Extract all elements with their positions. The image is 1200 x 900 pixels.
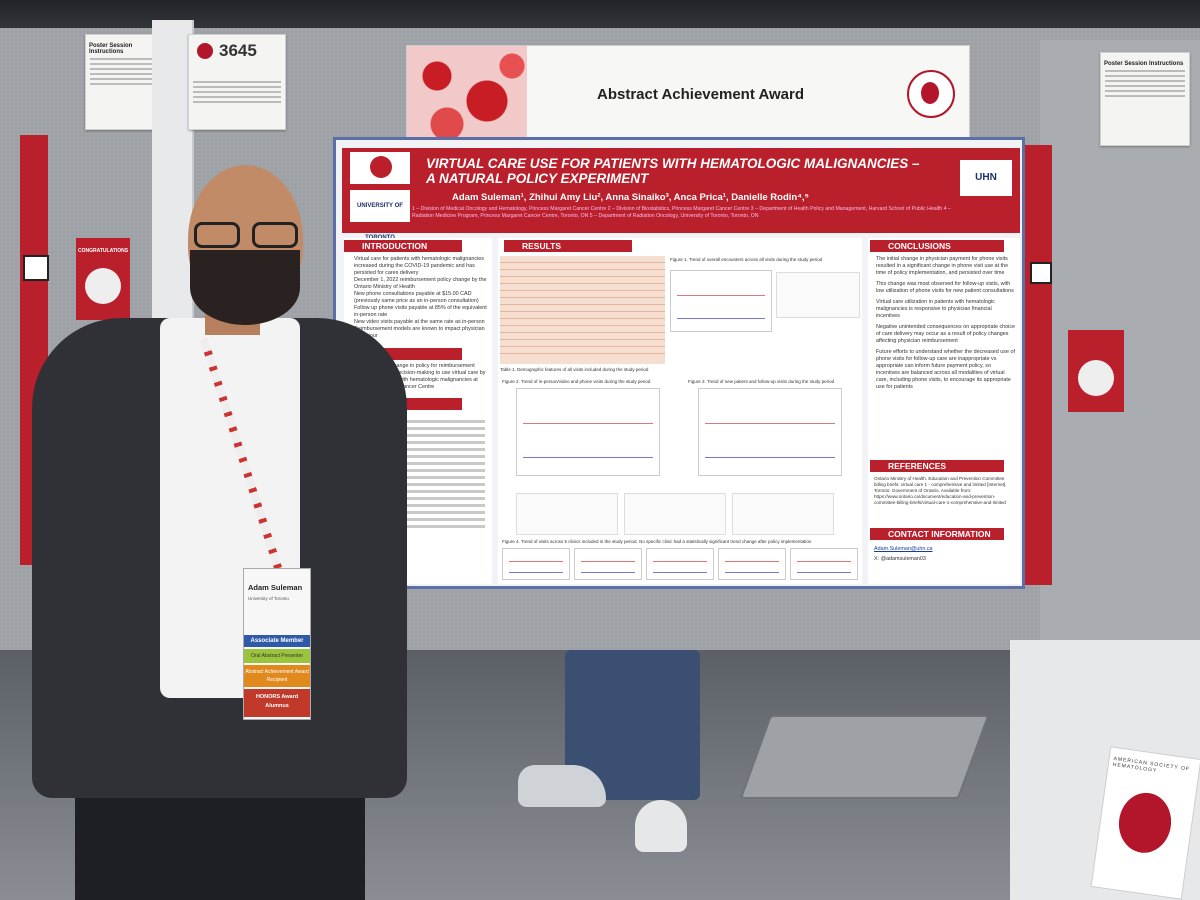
- qr-code-icon: [23, 255, 49, 281]
- ash-sign-text: AMERICAN SOCIETY OF HEMATOLOGY: [1112, 755, 1191, 775]
- poster-title: VIRTUAL CARE USE FOR PATIENTS WITH HEMAT…: [426, 156, 920, 186]
- intro-bullet: Virtual care for patients with hematolog…: [354, 256, 484, 276]
- conclusion-bullet: Future efforts to understand whether the…: [876, 349, 1015, 390]
- sneaker-left: [518, 765, 606, 807]
- figure4-chart: [574, 548, 642, 580]
- table1-caption: Table 1. Demographic features of all vis…: [500, 367, 649, 372]
- intro-bullet: Follow up phone visits payable at 85% of…: [354, 305, 487, 318]
- session-instructions-right: Poster Session Instructions: [1100, 52, 1190, 146]
- poster-affiliations: 1 – Division of Medical Oncology and Hem…: [412, 206, 951, 219]
- badge-associate-ribbon: Associate Member: [244, 635, 310, 647]
- references-body: Ontario Ministry of Health. Education an…: [874, 476, 1007, 505]
- congratulations-text: CONGRATULATIONS: [78, 248, 129, 254]
- introduction-heading: INTRODUCTION: [344, 240, 462, 252]
- contact-heading: CONTACT INFORMATION: [870, 528, 1004, 540]
- poster-authors: Adam Suleman¹, Zhihui Amy Liu², Anna Sin…: [452, 192, 810, 203]
- model-table-2: [624, 493, 726, 535]
- glasses-icon: [192, 222, 302, 248]
- badge-abstract-ribbon: Abstract Achievement Award Recipient: [244, 665, 310, 687]
- ash-logo-icon: [350, 152, 410, 184]
- badge-oral-ribbon: Oral Abstract Presenter: [244, 649, 310, 663]
- uhn-logo: UHN: [960, 160, 1012, 196]
- conclusions-body: The initial change in physician payment …: [876, 256, 1016, 391]
- demographics-table: [500, 256, 665, 364]
- fig2-caption: Figure 2. Trend of in-person/video and p…: [502, 379, 651, 384]
- methods-body: [354, 416, 488, 532]
- fig1-caption: Figure 1. Trend of overall encounters ac…: [670, 257, 823, 262]
- blood-cells-graphic: [407, 46, 527, 138]
- figure1-table: [776, 272, 860, 318]
- session-instructions-left-title: Poster Session Instructions: [89, 43, 133, 55]
- figure4-chart: [718, 548, 786, 580]
- model-table-3: [732, 493, 834, 535]
- ash-logo-icon: [1115, 789, 1175, 857]
- ash-stand-sign: AMERICAN SOCIETY OF HEMATOLOGY: [1090, 746, 1200, 900]
- research-poster: UNIVERSITY OF TORONTO VIRTUAL CARE USE F…: [333, 137, 1025, 589]
- contact-x: X: @adamsuleman03: [874, 556, 926, 562]
- intro-bullet: New phone consultations payable at $15.0…: [354, 291, 479, 304]
- figure3-chart: [698, 388, 842, 476]
- conclusion-bullet: Negative unintended consequences on appr…: [876, 324, 1016, 344]
- model-table-1: [516, 493, 618, 535]
- intro-bullet: December 1, 2022 reimbursement policy ch…: [354, 277, 487, 290]
- poster-column-right: CONCLUSIONS The initial change in physic…: [868, 238, 1020, 584]
- session-instructions-left: Poster Session Instructions: [85, 34, 159, 130]
- ash-logo-icon: [197, 43, 213, 59]
- badge-honors-ribbon: HONORS Award Alumnus: [244, 689, 310, 717]
- floor-plate: [739, 715, 990, 799]
- results-heading: RESULTS: [504, 240, 632, 252]
- poster-number-card: 3645: [188, 34, 286, 130]
- award-pin-icon: [85, 268, 121, 304]
- name-badge: Adam Suleman University of Toronto Assoc…: [243, 568, 311, 720]
- poster-column-results: RESULTS Table 1. Demographic features of…: [498, 238, 862, 584]
- poster-number: 3645: [219, 41, 257, 60]
- right-poster-strip: [1022, 145, 1052, 585]
- intro-bullet: New video visits payable at the same rat…: [354, 319, 485, 325]
- references-heading: REFERENCES: [870, 460, 1004, 472]
- uoft-logo: UNIVERSITY OF TORONTO: [350, 190, 410, 241]
- presenter-beard: [190, 250, 300, 325]
- figure2-chart: [516, 388, 660, 476]
- award-banner: Abstract Achievement Award: [406, 45, 970, 139]
- figure4-chart: [790, 548, 858, 580]
- figure1-chart: [670, 270, 772, 332]
- congratulations-card: CONGRATULATIONS: [76, 238, 130, 320]
- badge-org: University of Toronto: [248, 596, 289, 601]
- conclusion-bullet: Virtual care utilization in patients wit…: [876, 299, 995, 319]
- fig4-caption: Figure 4. Trend of visits across 5 clini…: [502, 539, 812, 544]
- contact-email: Adam.Suleman@uhn.ca: [874, 546, 933, 552]
- award-pin-icon: [1078, 360, 1114, 396]
- conclusion-bullet: The initial change in physician payment …: [876, 256, 1009, 276]
- figure4-chart: [646, 548, 714, 580]
- fig3-caption: Figure 3. Trend of new patient and follo…: [688, 379, 835, 384]
- session-instructions-right-title: Poster Session Instructions: [1104, 61, 1184, 67]
- right-award-card: [1068, 330, 1124, 412]
- sneaker-right: [635, 800, 687, 852]
- ash-seal-icon: [907, 70, 955, 118]
- poster-header: UNIVERSITY OF TORONTO VIRTUAL CARE USE F…: [342, 148, 1020, 241]
- conclusion-bullet: This change was most observed for follow…: [876, 281, 1014, 294]
- badge-name: Adam Suleman: [248, 583, 303, 592]
- award-title: Abstract Achievement Award: [597, 86, 805, 103]
- conclusions-heading: CONCLUSIONS: [870, 240, 1004, 252]
- figure4-chart: [502, 548, 570, 580]
- introduction-body: Virtual care for patients with hematolog…: [354, 256, 488, 340]
- qr-code-icon: [1030, 262, 1052, 284]
- white-pillar: [152, 20, 194, 330]
